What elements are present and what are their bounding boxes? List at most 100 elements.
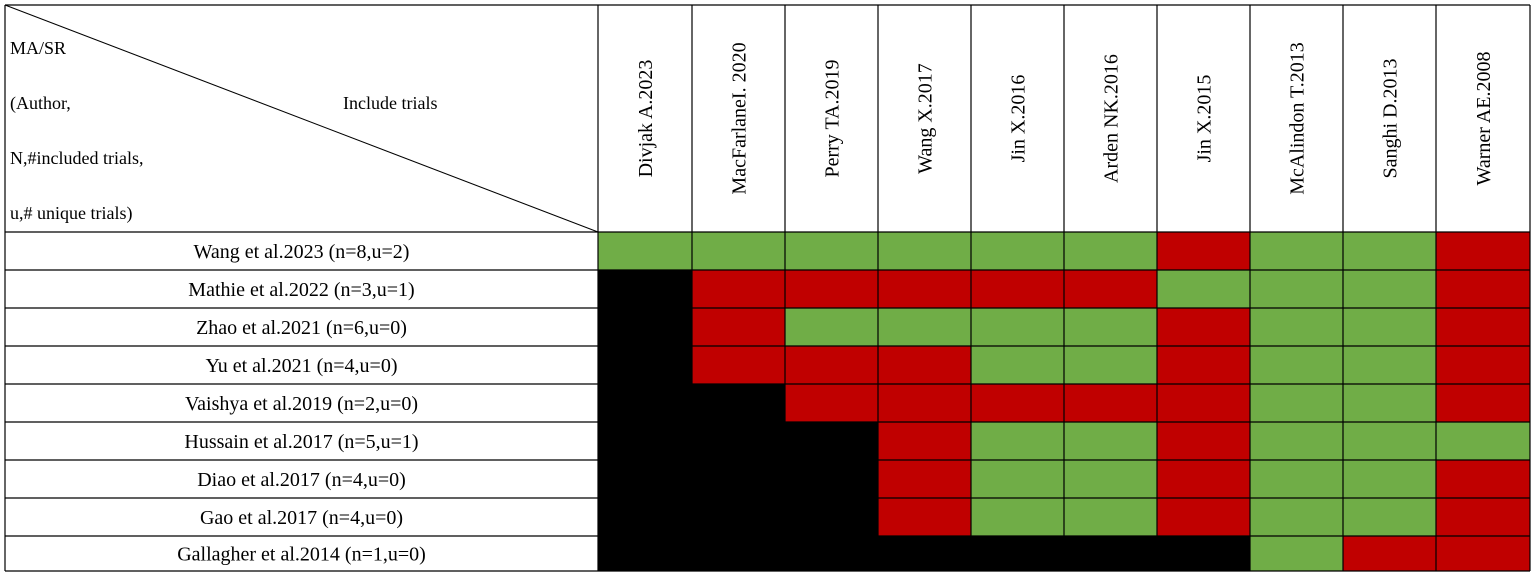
matrix-cell — [598, 536, 692, 571]
matrix-cell — [785, 384, 878, 422]
cells-layer — [598, 232, 1530, 571]
corner-label-unique: u,# unique trials) — [10, 203, 132, 224]
matrix-cell — [1436, 308, 1530, 346]
matrix-cell — [878, 536, 971, 571]
grid-layer — [4, 4, 1531, 572]
matrix-cell — [1157, 460, 1250, 498]
matrix-cell — [1157, 346, 1250, 384]
matrix-cell — [1250, 536, 1343, 571]
matrix-cell — [692, 498, 785, 536]
column-header: MacFarlaneI. 2020 — [729, 42, 751, 194]
matrix-cell — [1436, 422, 1530, 460]
matrix-cell — [1250, 422, 1343, 460]
matrix-cell — [692, 232, 785, 270]
column-header: Perry TA.2019 — [822, 59, 844, 177]
matrix-cell — [878, 384, 971, 422]
column-header: Wang X.2017 — [915, 63, 937, 174]
matrix-cell — [598, 460, 692, 498]
matrix-cell — [1250, 232, 1343, 270]
matrix-cell — [971, 536, 1064, 571]
column-header: McAlindon T.2013 — [1287, 42, 1309, 195]
corner-label-included: N,#included trials, — [10, 148, 143, 168]
matrix-cell — [598, 422, 692, 460]
matrix-cell — [878, 346, 971, 384]
labels-layer: Divjak A.2023 MacFarlaneI. 2020 Perry TA.2… — [177, 42, 1495, 565]
row-label: Wang et al.2023 (n=8,u=2) — [194, 241, 410, 263]
matrix-cell — [1157, 422, 1250, 460]
matrix-cell — [692, 384, 785, 422]
corner-label-include-trials: Include trials — [343, 93, 437, 113]
matrix-cell — [878, 460, 971, 498]
matrix-cell — [971, 232, 1064, 270]
matrix-cell — [1250, 384, 1343, 422]
matrix-cell — [785, 308, 878, 346]
matrix-cell — [1064, 308, 1157, 346]
matrix-cell — [598, 270, 692, 308]
column-header: Sanghi D.2013 — [1380, 59, 1402, 179]
matrix-cell — [878, 308, 971, 346]
matrix-cell — [785, 460, 878, 498]
matrix-cell — [1343, 270, 1436, 308]
matrix-cell — [598, 232, 692, 270]
matrix-cell — [785, 346, 878, 384]
matrix-cell — [971, 384, 1064, 422]
matrix-cell — [1157, 536, 1250, 571]
matrix-cell — [692, 422, 785, 460]
matrix-cell — [971, 422, 1064, 460]
matrix-cell — [692, 308, 785, 346]
matrix-cell — [971, 498, 1064, 536]
row-label: Hussain et al.2017 (n=5,u=1) — [184, 431, 418, 453]
row-label: Gao et al.2017 (n=4,u=0) — [200, 507, 403, 529]
matrix-cell — [785, 536, 878, 571]
column-header: Warner AE.2008 — [1473, 52, 1495, 186]
row-label: Yu et al.2021 (n=4,u=0) — [206, 355, 398, 377]
matrix-cell — [785, 270, 878, 308]
column-header: Divjak A.2023 — [635, 60, 657, 178]
matrix-cell — [785, 232, 878, 270]
matrix-cell — [692, 460, 785, 498]
matrix-cell — [1343, 384, 1436, 422]
matrix-cell — [1250, 308, 1343, 346]
matrix-cell — [1157, 232, 1250, 270]
matrix-cell — [785, 422, 878, 460]
matrix-cell — [1343, 460, 1436, 498]
matrix-cell — [1064, 536, 1157, 571]
corner-label-author: (Author, — [10, 93, 71, 114]
matrix-cell — [1157, 270, 1250, 308]
matrix-cell — [1343, 346, 1436, 384]
header-layer: MA/SR (Author, N,#included trials, u,# u… — [4, 4, 599, 233]
matrix-cell — [1157, 498, 1250, 536]
matrix-cell — [1064, 232, 1157, 270]
matrix-cell — [971, 346, 1064, 384]
matrix-cell — [1343, 232, 1436, 270]
matrix-cell — [1343, 536, 1436, 571]
matrix-cell — [1343, 308, 1436, 346]
row-label: Vaishya et al.2019 (n=2,u=0) — [185, 393, 418, 415]
matrix-cell — [971, 460, 1064, 498]
matrix-cell — [1343, 498, 1436, 536]
corner-diagonal — [4, 4, 599, 233]
matrix-cell — [692, 270, 785, 308]
row-label: Mathie et al.2022 (n=3,u=1) — [188, 279, 414, 301]
matrix-cell — [1436, 460, 1530, 498]
matrix-cell — [1157, 384, 1250, 422]
matrix-cell — [1436, 536, 1530, 571]
matrix-cell — [1436, 346, 1530, 384]
matrix-cell — [1250, 346, 1343, 384]
matrix-cell — [971, 308, 1064, 346]
matrix-cell — [1250, 498, 1343, 536]
matrix-cell — [878, 232, 971, 270]
matrix-cell — [971, 270, 1064, 308]
matrix-cell — [1436, 384, 1530, 422]
matrix-cell — [1064, 384, 1157, 422]
matrix-cell — [1436, 498, 1530, 536]
matrix-cell — [692, 346, 785, 384]
matrix-cell — [1250, 270, 1343, 308]
matrix-cell — [598, 498, 692, 536]
matrix-cell — [1250, 460, 1343, 498]
column-header: Jin X.2015 — [1194, 75, 1216, 163]
matrix-cell — [1343, 422, 1436, 460]
column-header: Arden NK.2016 — [1101, 54, 1123, 183]
matrix-cell — [598, 384, 692, 422]
matrix-cell — [598, 308, 692, 346]
